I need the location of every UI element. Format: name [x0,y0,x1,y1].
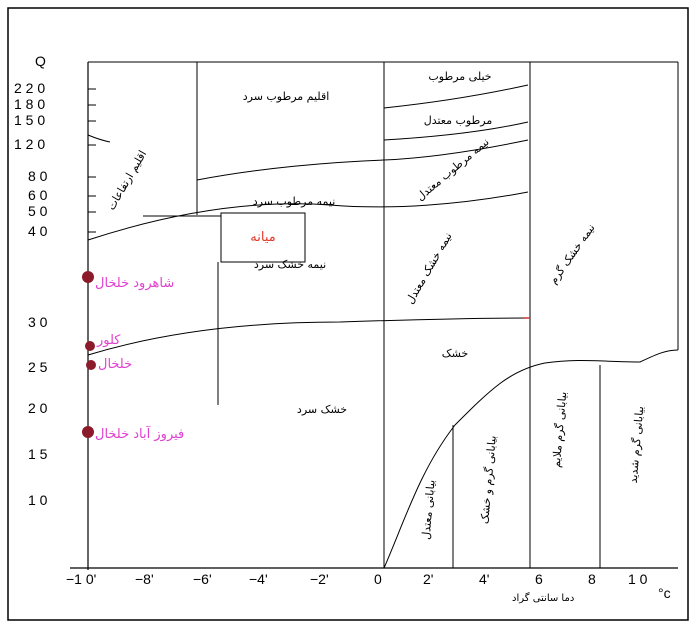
curve-semiarid-arid [87,317,529,356]
station-marker [82,426,94,438]
station-label: شاهرود خلخال [95,276,174,291]
x-tick-label: 0 [374,571,382,587]
zone-semi-arid-cold: نیمه خشک سرد [254,258,326,271]
x-ticks: −1 0' −8' −6' −4' −2' 0 2' 4' 6 8 1 0 [66,571,648,587]
zone-humid-cold: اقلیم مرطوب سرد [243,90,330,103]
zone-desert-warm-extreme-1: بیابانی گرم و خشک [478,435,499,525]
zone-arid-cold: خشک سرد [297,403,347,416]
x-tick-label: −2' [310,571,329,587]
highlight-box [220,212,306,263]
y-tick-label: 1 5 0 [14,112,45,128]
zone-very-humid: خیلی مرطوب [428,70,491,83]
curve-arid-desert [383,349,679,569]
y-tick-label: 2 0 [28,400,48,416]
y-tick-label: 1 2 0 [14,136,45,152]
y-tick-label: 4 0 [28,223,48,239]
highlight-box-label: میانه [250,230,275,245]
zone-semi-arid-warm: نیمه خشک گرم [547,222,598,287]
y-tick-label: 2 2 0 [14,80,45,96]
curve-very-humid [383,84,529,109]
zone-humid-moderate: مرطوب معتدل [424,114,493,127]
zone-highland: اقلیم ارتفاعات [105,148,150,212]
x-tick-label: −1 0' [66,571,96,587]
curve-highland [87,134,111,143]
x-tick-label: 1 0 [628,571,648,587]
zone-semi-humid-moderate: نیمه مرطوب معتدل [414,135,492,203]
y-axis-label: Q [35,53,46,69]
zone-desert-moderate: بیابانی معتدل [419,479,437,540]
y-tick-label: 1 0 [28,492,48,508]
zone-semi-humid-cold: نیمه مرطوب سرد [253,195,336,208]
stations: شاهرود خلخال کلور خلخال فیروز آباد خلخال [82,271,184,442]
x-tick-label: 4' [479,571,489,587]
x-tick-label: −6' [193,571,212,587]
figure-border [7,7,689,621]
y-tick-label: 3 0 [28,314,48,330]
station-label: کلور [96,333,121,348]
y-tick-label: 1 8 0 [14,96,45,112]
curve-humid-moderate [383,121,529,141]
x-tick-label: −8' [135,571,154,587]
zone-desert-warm-mild: بیابانی گرم ملایم [550,391,570,468]
curve-semi-humid [196,139,529,181]
y-ticks: 2 2 0 1 8 0 1 5 0 1 2 0 8 0 6 0 5 0 4 0 … [14,80,96,508]
x-axis-caption: دما سانتی گراد [512,592,574,604]
zone-semi-arid-moderate: نیمه خشک معتدل [403,230,454,306]
x-tick-label: 8 [588,571,596,587]
zone-arid: خشک [442,347,468,360]
station-marker [82,271,94,283]
x-axis-unit: °c [658,585,671,601]
station-marker [86,360,96,370]
y-tick-label: 5 0 [28,203,48,219]
zone-desert-warm-extreme-2: بیابانی گرم شدید [627,406,647,484]
y-tick-label: 1 5 [28,446,48,462]
y-tick-label: 6 0 [28,187,48,203]
station-marker [85,341,95,351]
y-tick-label: 8 0 [28,168,48,184]
x-tick-label: 6 [535,571,543,587]
x-tick-label: −4' [249,571,268,587]
station-label: خلخال [98,357,132,372]
curve-humid-semiarid [87,191,529,241]
y-tick-label: 2 5 [28,359,48,375]
station-label: فیروز آباد خلخال [95,425,184,442]
x-tick-label: 2' [423,571,433,587]
